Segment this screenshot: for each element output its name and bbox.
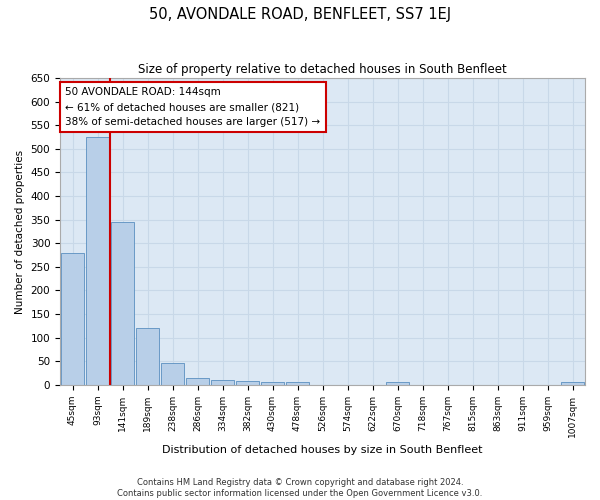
Y-axis label: Number of detached properties: Number of detached properties bbox=[15, 150, 25, 314]
X-axis label: Distribution of detached houses by size in South Benfleet: Distribution of detached houses by size … bbox=[162, 445, 483, 455]
Bar bbox=[236, 381, 259, 385]
Text: 50, AVONDALE ROAD, BENFLEET, SS7 1EJ: 50, AVONDALE ROAD, BENFLEET, SS7 1EJ bbox=[149, 8, 451, 22]
Text: 50 AVONDALE ROAD: 144sqm
← 61% of detached houses are smaller (821)
38% of semi-: 50 AVONDALE ROAD: 144sqm ← 61% of detach… bbox=[65, 88, 320, 127]
Bar bbox=[261, 382, 284, 385]
Bar bbox=[211, 380, 234, 385]
Bar bbox=[111, 222, 134, 385]
Bar bbox=[286, 382, 309, 385]
Bar bbox=[186, 378, 209, 385]
Bar bbox=[136, 328, 159, 385]
Bar bbox=[561, 382, 584, 385]
Bar bbox=[61, 252, 84, 385]
Bar bbox=[386, 382, 409, 385]
Bar bbox=[86, 137, 109, 385]
Bar bbox=[161, 362, 184, 385]
Title: Size of property relative to detached houses in South Benfleet: Size of property relative to detached ho… bbox=[138, 62, 507, 76]
Text: Contains HM Land Registry data © Crown copyright and database right 2024.
Contai: Contains HM Land Registry data © Crown c… bbox=[118, 478, 482, 498]
